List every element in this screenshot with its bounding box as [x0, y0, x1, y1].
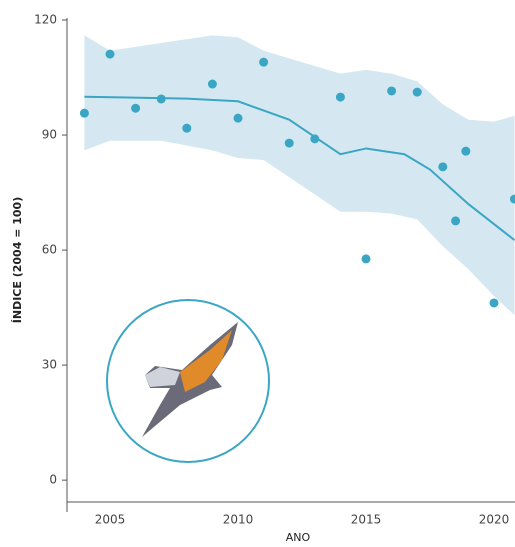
data-point: [182, 123, 192, 133]
data-point: [233, 113, 243, 123]
y-tick-label: 0: [49, 473, 57, 487]
data-point: [207, 79, 217, 89]
data-point: [79, 108, 89, 118]
data-point: [335, 92, 345, 102]
data-point: [451, 216, 461, 226]
data-point: [387, 86, 397, 96]
bird-illustration: [106, 299, 270, 463]
data-point: [310, 134, 320, 144]
trend-line: [84, 95, 515, 241]
y-tick-label: 90: [42, 128, 57, 142]
data-point: [361, 254, 371, 264]
y-tick-label: 30: [42, 358, 57, 372]
data-point: [412, 87, 422, 97]
y-tick-label: 60: [42, 243, 57, 257]
x-tick-label: 2010: [223, 513, 254, 527]
data-point: [131, 103, 141, 113]
data-point: [438, 162, 448, 172]
x-axis-label: ANO: [286, 531, 311, 544]
confidence-band: [84, 35, 515, 316]
plot-area: [79, 35, 515, 316]
data-point: [156, 94, 166, 104]
data-point: [105, 49, 115, 59]
x-tick-label: 2020: [479, 513, 510, 527]
y-axis-label: ÍNDICE (2004 = 100): [11, 197, 24, 323]
x-tick-label: 2015: [351, 513, 382, 527]
data-point: [509, 194, 515, 204]
y-tick-label: 120: [34, 13, 57, 27]
data-point: [259, 57, 269, 67]
data-point: [461, 146, 471, 156]
data-point: [489, 298, 499, 308]
data-point: [284, 138, 294, 148]
x-tick-label: 2005: [95, 513, 126, 527]
